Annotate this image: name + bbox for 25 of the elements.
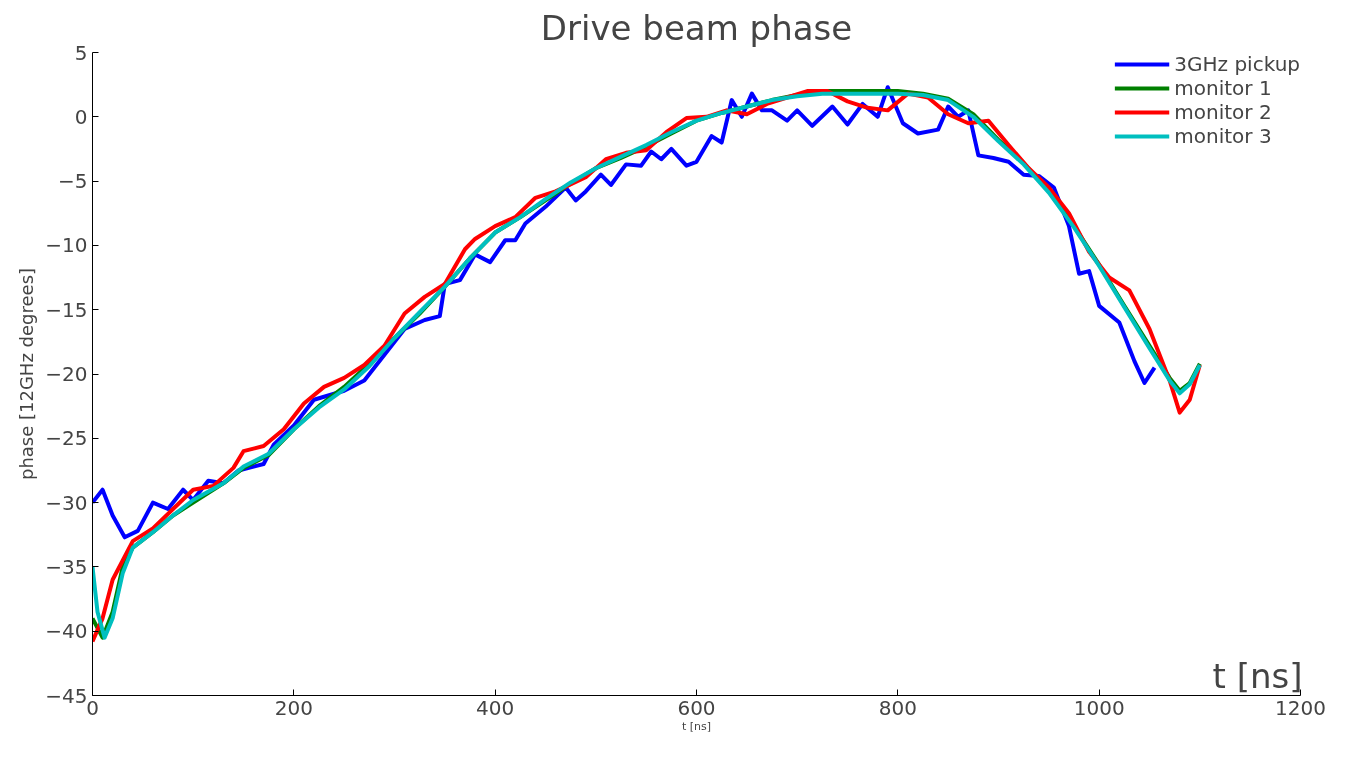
y-tick-label: −35: [45, 554, 88, 579]
x-tick-label: 1200: [1275, 695, 1326, 720]
legend-label: monitor 3: [1174, 124, 1272, 148]
y-tick-label: −5: [58, 169, 88, 194]
y-tick-label: −30: [45, 490, 88, 515]
legend-label: 3GHz pickup: [1174, 52, 1300, 76]
y-axis-title: phase [12GHz degrees]: [16, 267, 38, 481]
x-tick-label: 200: [274, 695, 313, 720]
y-tick-label: 5: [74, 40, 88, 65]
y-tick-label: −25: [45, 426, 88, 451]
y-tick-label: −45: [45, 683, 88, 708]
x-tick-label: 600: [677, 695, 716, 720]
x-tick-label: 800: [878, 695, 917, 720]
y-tick-label: −40: [45, 619, 88, 644]
chart-title: Drive beam phase: [540, 7, 853, 48]
y-tick-label: −15: [45, 297, 88, 322]
x-tick-label: 1000: [1073, 695, 1125, 720]
y-tick-label: −10: [45, 233, 88, 258]
legend-label: monitor 1: [1174, 76, 1272, 100]
x-axis-title: t [ns]: [681, 719, 712, 733]
x-tick-label: 400: [476, 695, 515, 720]
annotation: t [ns]: [1212, 655, 1303, 696]
y-tick-label: −20: [45, 362, 88, 386]
y-tick-label: 0: [74, 104, 88, 129]
legend-label: monitor 2: [1174, 100, 1272, 124]
